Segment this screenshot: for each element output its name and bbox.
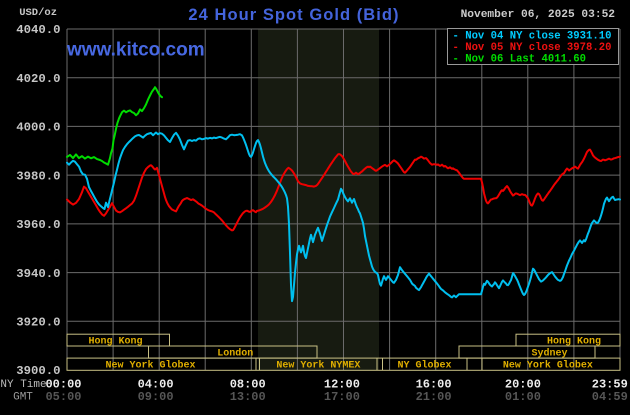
svg-text:New York Globex: New York Globex xyxy=(105,359,195,371)
svg-text:08:00: 08:00 xyxy=(230,378,266,392)
svg-text:4040.0: 4040.0 xyxy=(16,23,60,37)
svg-text:4020.0: 4020.0 xyxy=(16,72,60,86)
svg-text:00:00: 00:00 xyxy=(45,378,81,392)
svg-text:4000.0: 4000.0 xyxy=(16,121,60,135)
svg-text:- Nov 05 NY close 3978.20: - Nov 05 NY close 3978.20 xyxy=(453,42,612,54)
svg-text:13:00: 13:00 xyxy=(230,390,266,404)
svg-text:09:00: 09:00 xyxy=(138,390,174,404)
svg-text:London: London xyxy=(217,347,253,359)
svg-text:12:00: 12:00 xyxy=(324,378,360,392)
svg-text:www.kitco.com: www.kitco.com xyxy=(66,40,205,61)
svg-text:20:00: 20:00 xyxy=(505,378,541,392)
svg-text:04:00: 04:00 xyxy=(138,378,174,392)
svg-text:3900.0: 3900.0 xyxy=(16,364,60,378)
svg-text:Hong Kong: Hong Kong xyxy=(88,336,142,347)
svg-text:Hong Kong: Hong Kong xyxy=(547,336,601,347)
svg-text:23:59: 23:59 xyxy=(592,378,628,392)
svg-text:November 06, 2025 03:52: November 06, 2025 03:52 xyxy=(461,9,616,21)
svg-text:21:00: 21:00 xyxy=(416,390,452,404)
svg-text:3940.0: 3940.0 xyxy=(16,267,60,281)
svg-text:3920.0: 3920.0 xyxy=(16,315,60,329)
svg-text:3960.0: 3960.0 xyxy=(16,218,60,232)
svg-text:NY Globex: NY Globex xyxy=(397,359,451,371)
svg-text:GMT: GMT xyxy=(13,391,33,403)
svg-text:05:00: 05:00 xyxy=(45,390,81,404)
svg-text:16:00: 16:00 xyxy=(416,378,452,392)
svg-text:01:00: 01:00 xyxy=(505,390,541,404)
svg-text:New York Globex: New York Globex xyxy=(503,359,593,371)
svg-text:USD/oz: USD/oz xyxy=(19,7,57,19)
svg-text:Sydney: Sydney xyxy=(531,347,567,359)
svg-text:NY Time: NY Time xyxy=(0,379,46,391)
svg-text:New York NYMEX: New York NYMEX xyxy=(276,359,360,371)
svg-text:3980.0: 3980.0 xyxy=(16,169,60,183)
svg-text:- Nov 06 Last 4011.60: - Nov 06 Last 4011.60 xyxy=(453,54,587,66)
svg-text:04:59: 04:59 xyxy=(592,390,628,404)
svg-text:24 Hour Spot Gold (Bid): 24 Hour Spot Gold (Bid) xyxy=(188,6,399,24)
svg-text:- Nov 04 NY close 3931.10: - Nov 04 NY close 3931.10 xyxy=(453,31,612,43)
svg-text:17:00: 17:00 xyxy=(324,390,360,404)
